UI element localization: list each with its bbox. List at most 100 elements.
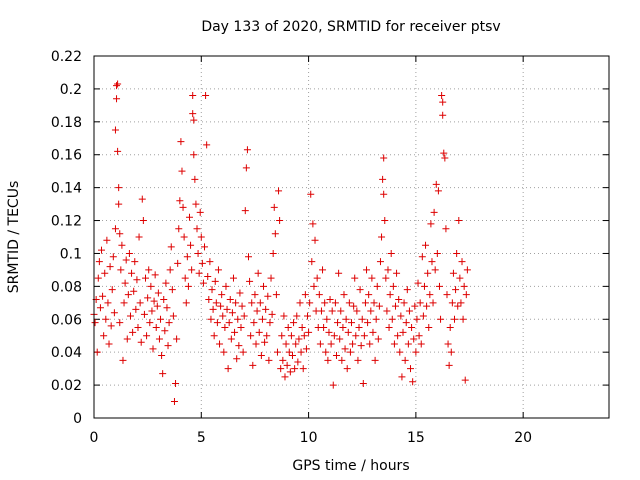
data-point bbox=[309, 220, 317, 228]
data-point bbox=[415, 332, 423, 340]
data-point bbox=[243, 146, 251, 154]
data-point bbox=[329, 381, 337, 389]
data-point bbox=[445, 361, 453, 369]
grid-lines bbox=[94, 56, 609, 418]
data-point bbox=[293, 312, 301, 320]
data-point bbox=[255, 328, 263, 336]
data-point bbox=[192, 200, 200, 208]
data-point bbox=[145, 266, 153, 274]
data-point bbox=[124, 291, 132, 299]
data-point bbox=[234, 315, 242, 323]
data-point bbox=[266, 319, 274, 327]
data-point bbox=[136, 299, 144, 307]
data-point bbox=[364, 319, 372, 327]
data-point bbox=[162, 279, 170, 287]
data-point bbox=[138, 195, 146, 203]
data-point bbox=[199, 279, 207, 287]
data-point bbox=[315, 291, 323, 299]
data-point bbox=[321, 299, 329, 307]
y-tick-label: 0.16 bbox=[51, 148, 82, 164]
data-point bbox=[301, 291, 309, 299]
data-point bbox=[207, 315, 215, 323]
data-point bbox=[180, 233, 188, 241]
data-point bbox=[190, 116, 198, 124]
data-point bbox=[95, 258, 103, 266]
data-point bbox=[120, 299, 128, 307]
data-point bbox=[355, 324, 363, 331]
data-point bbox=[147, 282, 155, 290]
data-point bbox=[339, 324, 347, 331]
data-point bbox=[433, 249, 441, 257]
data-point bbox=[128, 269, 136, 277]
data-point bbox=[114, 147, 122, 155]
data-point bbox=[123, 335, 131, 343]
data-point bbox=[283, 361, 291, 369]
data-point bbox=[335, 269, 343, 277]
data-point bbox=[204, 272, 212, 280]
data-point bbox=[143, 332, 151, 340]
data-point bbox=[313, 274, 321, 282]
data-point bbox=[411, 302, 419, 310]
data-point bbox=[242, 164, 250, 172]
data-point bbox=[203, 141, 211, 149]
data-point bbox=[191, 175, 199, 183]
data-point bbox=[343, 365, 351, 373]
data-point bbox=[456, 274, 464, 282]
data-point bbox=[458, 258, 466, 266]
data-point bbox=[294, 358, 302, 366]
data-point bbox=[249, 361, 257, 369]
data-point bbox=[338, 356, 346, 364]
data-point bbox=[331, 299, 339, 307]
data-point bbox=[431, 266, 439, 274]
plot-frame bbox=[93, 55, 610, 419]
y-tick-label: 0 bbox=[73, 411, 82, 427]
data-point bbox=[232, 299, 240, 307]
data-point bbox=[142, 274, 149, 282]
data-point bbox=[231, 328, 239, 336]
data-point bbox=[131, 258, 139, 266]
data-point bbox=[239, 348, 247, 356]
data-point bbox=[214, 266, 222, 274]
y-tick-label: 0.22 bbox=[51, 49, 82, 65]
data-point bbox=[126, 312, 134, 320]
data-point bbox=[400, 299, 408, 307]
data-point bbox=[172, 379, 180, 387]
data-point bbox=[382, 274, 390, 282]
data-point bbox=[245, 253, 252, 261]
data-point bbox=[260, 282, 268, 290]
data-point bbox=[462, 291, 470, 299]
data-point bbox=[345, 299, 353, 307]
data-point bbox=[281, 373, 289, 381]
data-point bbox=[387, 249, 395, 257]
data-point bbox=[451, 315, 458, 323]
data-point bbox=[277, 365, 285, 373]
data-point bbox=[401, 356, 409, 364]
data-point bbox=[271, 230, 279, 238]
data-point bbox=[157, 315, 165, 323]
x-tick-label: 5 bbox=[197, 430, 206, 446]
data-point bbox=[102, 315, 110, 323]
data-point bbox=[344, 328, 352, 336]
data-point bbox=[307, 190, 315, 198]
data-point bbox=[423, 302, 431, 310]
data-point bbox=[164, 342, 172, 350]
data-point bbox=[342, 315, 350, 323]
data-point bbox=[175, 225, 183, 233]
y-tick-label: 0.06 bbox=[51, 312, 82, 328]
data-point bbox=[146, 319, 154, 327]
data-point bbox=[208, 286, 216, 294]
data-point bbox=[359, 379, 367, 387]
data-point bbox=[290, 319, 298, 327]
data-point bbox=[391, 302, 399, 310]
data-point bbox=[116, 319, 124, 327]
data-point bbox=[287, 332, 295, 340]
data-point bbox=[380, 190, 388, 198]
data-point bbox=[325, 328, 333, 336]
data-point bbox=[288, 351, 296, 359]
x-tick-label: 15 bbox=[407, 430, 425, 446]
data-point bbox=[295, 335, 303, 343]
data-point bbox=[201, 243, 209, 251]
data-point bbox=[149, 345, 157, 353]
data-point bbox=[258, 315, 266, 323]
